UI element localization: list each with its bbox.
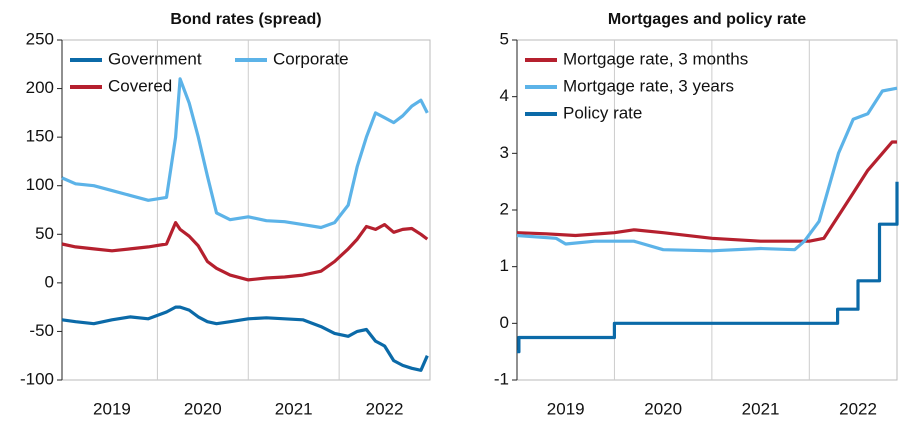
y-tick-label: 4 [500,86,509,105]
series-line [517,181,899,354]
y-tick-label: -100 [20,369,54,388]
x-tick-label: 2020 [644,399,682,418]
x-tick-label: 2021 [742,399,780,418]
y-tick-label: 5 [500,29,509,48]
series-line [61,221,429,282]
x-tick-label: 2019 [547,399,585,418]
legend-label: Mortgage rate, 3 months [563,49,748,68]
x-tick-label: 2019 [93,399,131,418]
x-tick-label: 2020 [184,399,222,418]
y-tick-label: 3 [500,143,509,162]
x-tick-label: 2022 [366,399,404,418]
y-tick-label: 50 [35,224,54,243]
chart-title: Mortgages and policy rate [608,11,806,28]
legend-label: Policy rate [563,103,642,122]
x-tick-label: 2022 [839,399,877,418]
series-line [61,77,429,230]
series-line [516,140,897,243]
legend-label: Mortgage rate, 3 years [563,76,734,95]
legend-label: Government [108,49,202,68]
y-tick-label: 100 [26,175,54,194]
y-tick-label: -50 [29,321,54,340]
y-tick-label: 150 [26,127,54,146]
series-line [516,86,898,253]
y-tick-label: 250 [26,29,54,48]
y-tick-label: 0 [500,313,509,332]
legend-label: Covered [108,76,172,95]
y-tick-label: 1 [500,256,509,275]
y-tick-label: 0 [45,272,54,291]
legend-label: Corporate [273,49,349,68]
chart-title: Bond rates (spread) [170,11,321,28]
y-tick-label: -1 [494,369,509,388]
y-tick-label: 2 [500,199,509,218]
series-line [61,305,429,372]
y-tick-label: 200 [26,78,54,97]
x-tick-label: 2021 [275,399,313,418]
